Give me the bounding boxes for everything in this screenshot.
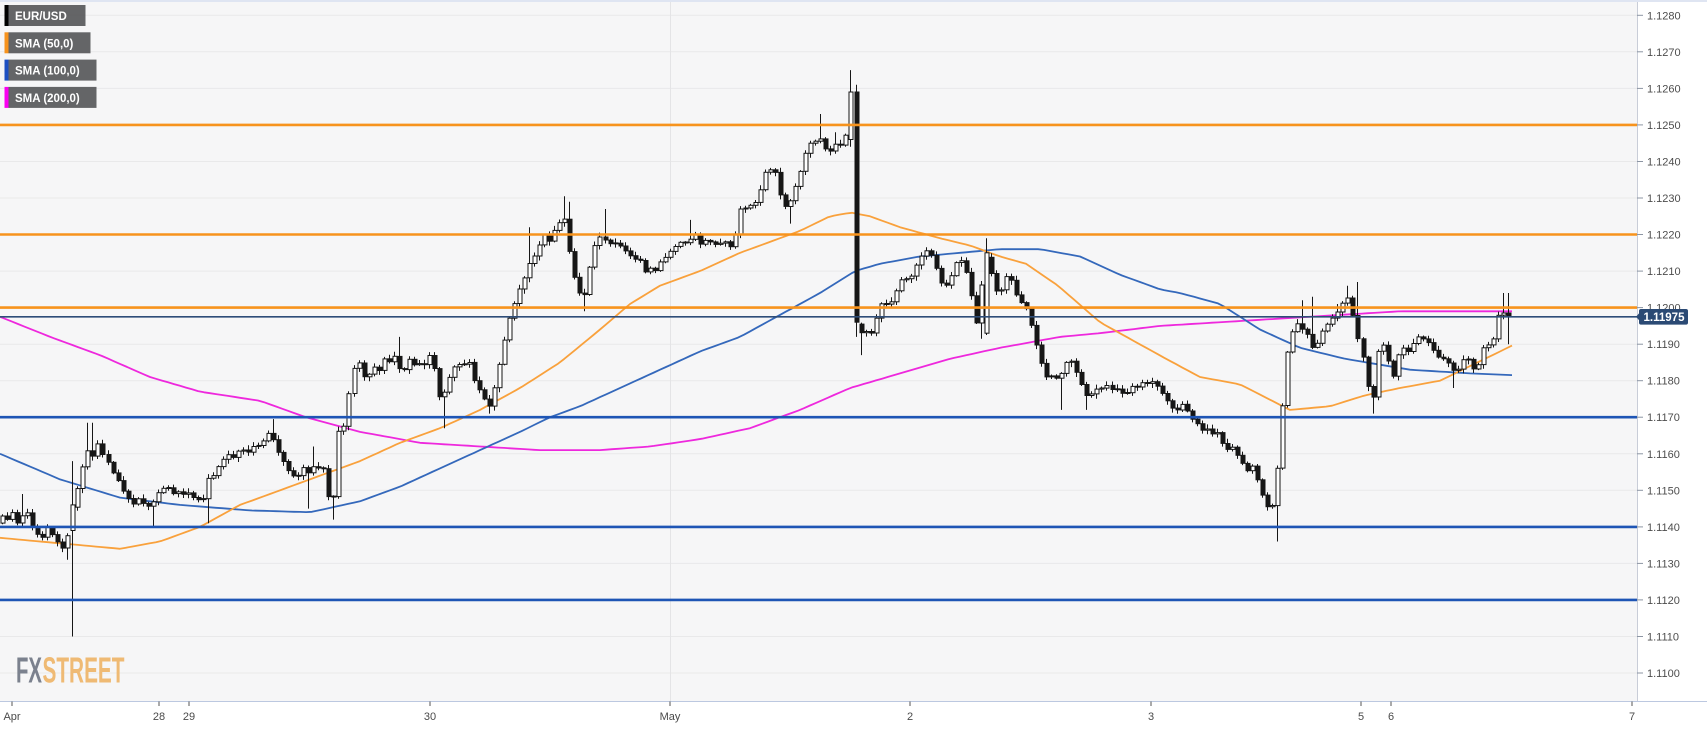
svg-text:1.1140: 1.1140: [1647, 522, 1680, 534]
svg-text:3: 3: [1148, 711, 1154, 723]
svg-text:1.1160: 1.1160: [1647, 449, 1680, 461]
svg-text:1.1170: 1.1170: [1647, 412, 1680, 424]
svg-text:1.1180: 1.1180: [1647, 376, 1680, 388]
svg-text:1.1100: 1.1100: [1647, 668, 1680, 680]
svg-text:1.1250: 1.1250: [1647, 120, 1681, 132]
svg-text:1.1190: 1.1190: [1647, 339, 1680, 351]
svg-text:6: 6: [1388, 711, 1394, 723]
svg-text:1.1150: 1.1150: [1647, 485, 1680, 497]
svg-text:30: 30: [424, 711, 436, 723]
svg-text:7: 7: [1629, 711, 1635, 723]
svg-text:1.1240: 1.1240: [1647, 157, 1681, 169]
svg-text:1.1120: 1.1120: [1647, 595, 1680, 607]
svg-text:1.1280: 1.1280: [1647, 10, 1681, 22]
svg-text:29: 29: [183, 711, 195, 723]
svg-text:STREET: STREET: [43, 650, 125, 691]
svg-text:1.1270: 1.1270: [1647, 47, 1681, 59]
svg-text:2: 2: [907, 711, 913, 723]
svg-text:Apr: Apr: [3, 711, 20, 723]
svg-text:1.1210: 1.1210: [1647, 266, 1681, 278]
svg-text:1.1220: 1.1220: [1647, 230, 1681, 242]
svg-text:1.1110: 1.1110: [1647, 632, 1679, 644]
svg-text:EUR/USD: EUR/USD: [15, 11, 67, 23]
svg-text:5: 5: [1358, 711, 1364, 723]
svg-text:1.11975: 1.11975: [1644, 312, 1686, 324]
svg-text:1.1230: 1.1230: [1647, 193, 1681, 205]
svg-text:SMA (50,0): SMA (50,0): [15, 38, 74, 50]
svg-text:1.1130: 1.1130: [1647, 558, 1680, 570]
svg-text:SMA (100,0): SMA (100,0): [15, 66, 80, 78]
svg-text:SMA (200,0): SMA (200,0): [15, 93, 80, 105]
svg-text:1.1260: 1.1260: [1647, 83, 1681, 95]
svg-text:FX: FX: [16, 650, 42, 691]
svg-text:May: May: [660, 711, 681, 723]
svg-text:28: 28: [153, 711, 165, 723]
